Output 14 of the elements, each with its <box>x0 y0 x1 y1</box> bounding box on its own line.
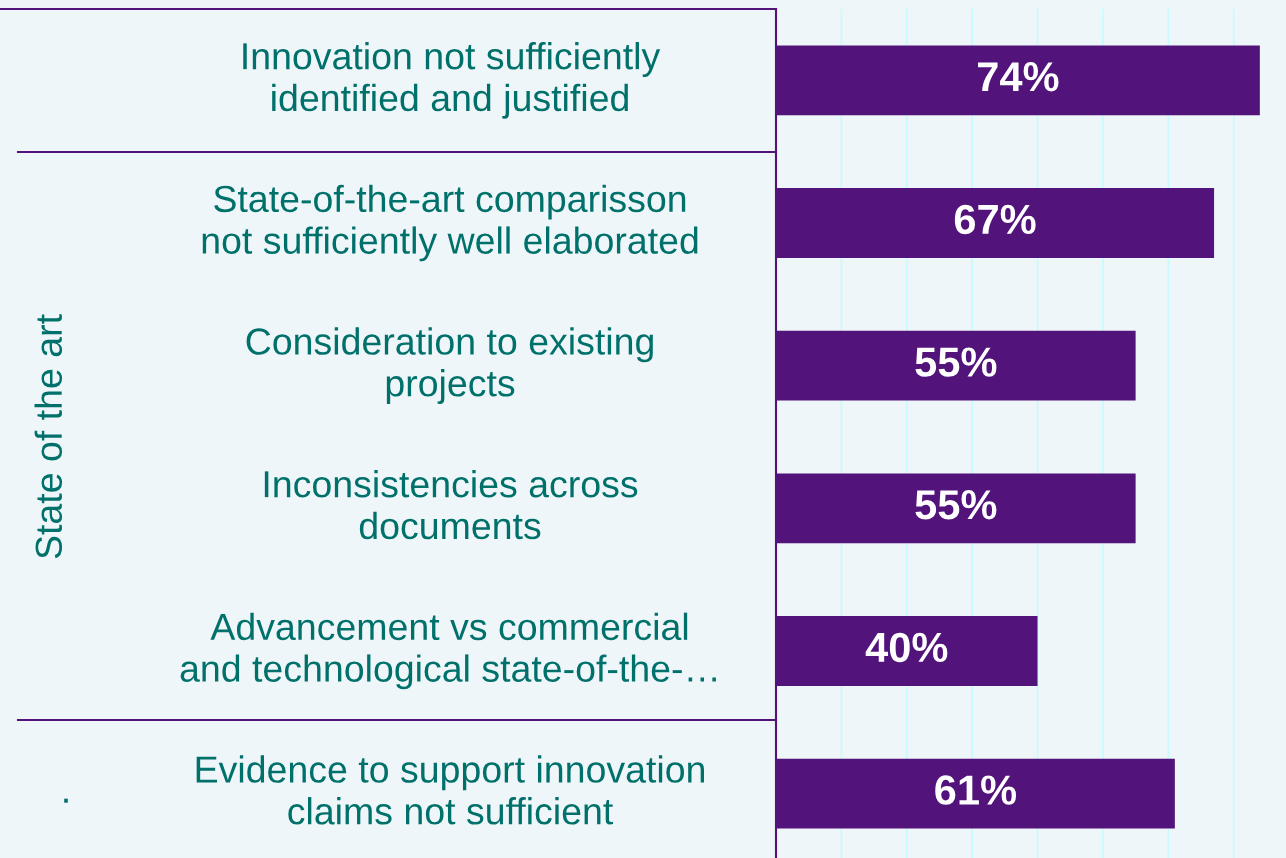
data-label: 67% <box>954 204 1036 235</box>
y-tick-label: Innovation not sufficiently identified and justified <box>243 41 661 119</box>
data-label: 40% <box>865 632 948 663</box>
data-label: 74% <box>978 62 1059 92</box>
data-label: 55% <box>915 490 997 520</box>
text: State of the art <box>34 314 63 559</box>
y-tick-label: Consideration to existing projects <box>246 327 653 405</box>
y-tick-label: State-of-the-art comparisson not sufficiently well elaborated <box>202 184 698 262</box>
text: . <box>64 798 68 803</box>
y-tick-label: Advancement vs commercial and technological state-of-the-… <box>180 612 716 690</box>
data-label: 55% <box>915 347 997 377</box>
y-tick-label: Evidence to support innovation claims not sufficient <box>196 755 704 825</box>
data-label: 61% <box>935 775 1017 805</box>
y-tick-label: Inconsistencies across documents <box>264 469 638 540</box>
